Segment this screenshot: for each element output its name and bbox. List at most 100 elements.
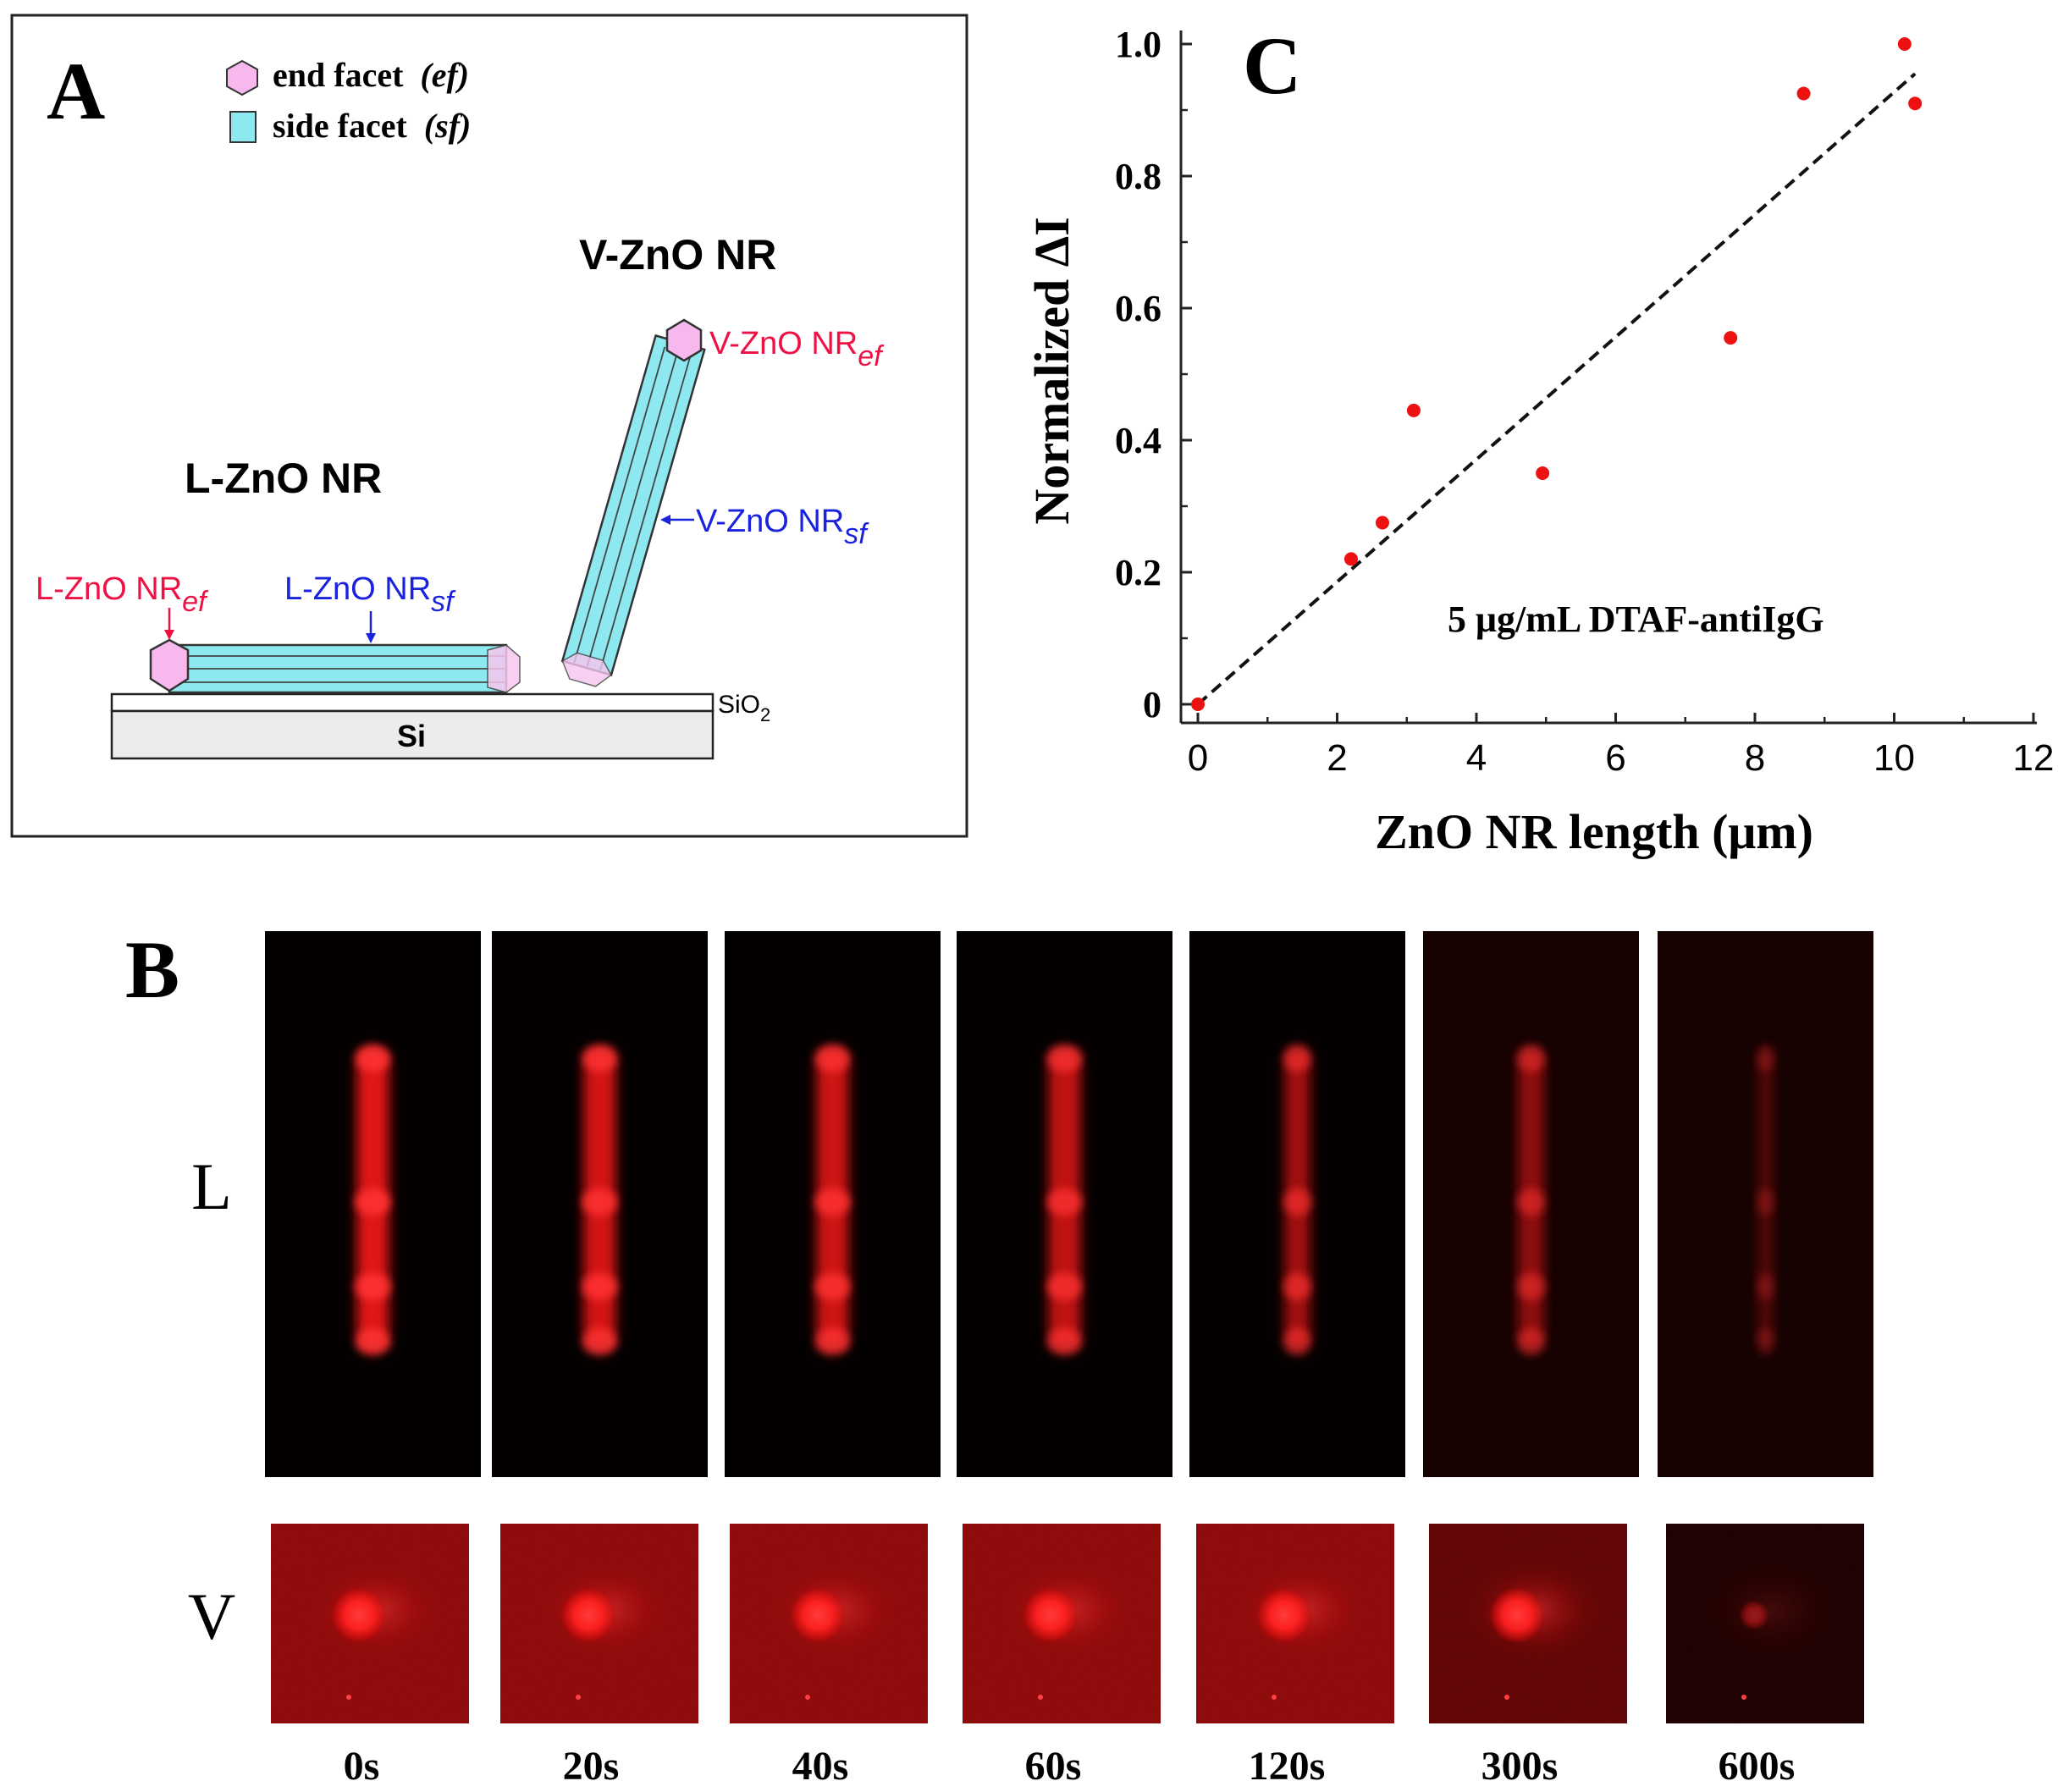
chart-annotation: 5 μg/mL DTAF-antiIgG	[1448, 598, 1824, 640]
l-ef-sub: ef	[182, 586, 209, 618]
si-label: Si	[397, 719, 426, 753]
v-zno-title: V-ZnO NR	[579, 231, 776, 278]
v-ef-label: V-ZnO NR	[709, 326, 858, 361]
l-bright-spot	[355, 1045, 391, 1072]
time-label-40s: 40s	[792, 1744, 849, 1789]
v-ef-sub: ef	[858, 340, 885, 372]
l-bright-spot	[582, 1188, 618, 1216]
legend-end-facet: end facet (ef)	[226, 56, 469, 96]
data-point	[1724, 331, 1738, 345]
v-glow	[1703, 1561, 1839, 1659]
l-bright-spot	[1046, 1045, 1083, 1072]
v-nanorod-spot	[1739, 1600, 1769, 1630]
data-point	[1406, 403, 1421, 417]
l-bright-spot	[1757, 1188, 1774, 1216]
panel-b: B L V 0s 20s 40s 60s 120s 300s 600s	[125, 924, 1873, 1789]
v-frame-600s	[1666, 1524, 1864, 1723]
data-point	[1536, 466, 1550, 480]
v-image-row	[271, 1524, 1864, 1723]
x-tick-label: 8	[1745, 737, 1765, 779]
svg-text:L-ZnO NRsf: L-ZnO NRsf	[284, 571, 456, 618]
v-rod-end-facet	[665, 318, 703, 362]
row-v-label: V	[188, 1580, 235, 1653]
l-bright-spot	[814, 1188, 851, 1216]
data-point	[1908, 96, 1923, 111]
y-tick-label: 0.8	[1115, 156, 1161, 197]
svg-text:end facet (ef): end facet (ef)	[273, 56, 469, 94]
x-tick-label: 12	[2013, 737, 2055, 779]
v-nanorod-spot	[330, 1586, 388, 1644]
x-tick-label: 0	[1188, 737, 1208, 779]
v-frame-40s	[730, 1524, 928, 1723]
y-tick-label: 0.6	[1115, 288, 1161, 329]
v-small-dot	[346, 1695, 351, 1700]
l-frame-0s	[265, 931, 481, 1477]
legend-side-facet-abbr: (sf)	[424, 107, 472, 145]
v-frame-0s	[271, 1524, 469, 1723]
v-nanorod-spot	[1022, 1586, 1079, 1644]
l-bright-spot	[1046, 1328, 1083, 1355]
l-bright-spot	[814, 1328, 851, 1355]
l-sf-sub: sf	[431, 586, 456, 618]
data-point	[1796, 86, 1811, 101]
v-small-dot	[805, 1695, 810, 1700]
x-tick-label: 10	[1873, 737, 1915, 779]
v-sf-sub: sf	[844, 518, 869, 550]
l-bright-spot	[1283, 1188, 1311, 1216]
time-label-0s: 0s	[344, 1744, 380, 1789]
l-bright-spot	[814, 1045, 851, 1072]
svg-text:side facet (sf): side facet (sf)	[273, 107, 471, 145]
l-bright-spot	[1517, 1273, 1545, 1300]
svg-text:SiO2: SiO2	[718, 691, 770, 725]
panel-c-chart: C 0 2 4 6 8 10 12 0 0.2 0.4 0.6 0.8 1.0 5 μg/mL DTAF…	[1024, 20, 2054, 859]
y-tick-label: 0.2	[1115, 552, 1161, 593]
legend-end-facet-abbr: (ef)	[420, 56, 469, 94]
data-point	[1375, 516, 1389, 530]
hexagon-icon	[226, 59, 258, 96]
l-bright-spot	[1283, 1328, 1311, 1355]
v-frame-300s	[1429, 1524, 1627, 1723]
fit-line	[1196, 72, 1917, 706]
v-small-dot	[1272, 1695, 1277, 1700]
v-sf-label: V-ZnO NR	[696, 504, 844, 539]
si-substrate	[110, 709, 714, 760]
v-small-dot	[1741, 1695, 1746, 1700]
v-small-dot	[576, 1695, 581, 1700]
y-tick-label: 0	[1143, 684, 1161, 725]
x-tick-label: 2	[1327, 737, 1347, 779]
l-bright-spot	[814, 1273, 851, 1300]
chart-ticks: 0 2 4 6 8 10 12 0 0.2 0.4 0.6 0.8 1.0	[1115, 24, 2054, 779]
rod-icon	[229, 111, 257, 143]
l-bright-spot	[1757, 1045, 1774, 1072]
svg-text:V-ZnO NRsf: V-ZnO NRsf	[696, 504, 869, 550]
l-bright-spot	[582, 1328, 618, 1355]
time-label-60s: 60s	[1025, 1744, 1082, 1789]
l-frame-40s	[725, 931, 941, 1477]
l-frame-120s	[1189, 931, 1405, 1477]
l-frame-60s	[957, 931, 1172, 1477]
l-bright-spot	[1046, 1188, 1083, 1216]
l-bright-spot	[1283, 1045, 1311, 1072]
chart-points	[1191, 37, 1923, 711]
l-zno-title: L-ZnO NR	[185, 455, 382, 502]
v-small-dot	[1038, 1695, 1043, 1700]
l-ef-label: L-ZnO NR	[36, 571, 182, 607]
x-tick-label: 6	[1605, 737, 1625, 779]
v-nanorod-spot	[1255, 1586, 1313, 1644]
l-bright-spot	[582, 1273, 618, 1300]
y-tick-label: 1.0	[1115, 24, 1161, 65]
x-tick-label: 4	[1466, 737, 1487, 779]
v-frame-120s	[1196, 1524, 1394, 1723]
data-point	[1343, 552, 1358, 566]
l-image-row	[265, 931, 1873, 1477]
l-sf-label: L-ZnO NR	[284, 571, 431, 607]
v-nanorod-spot	[1488, 1586, 1546, 1644]
l-bright-spot	[1046, 1273, 1083, 1300]
legend-side-facet: side facet (sf)	[229, 107, 471, 145]
v-frame-60s	[963, 1524, 1161, 1723]
l-bright-spot	[355, 1273, 391, 1300]
l-bright-spot	[355, 1328, 391, 1355]
x-axis-label: ZnO NR length (μm)	[1375, 804, 1813, 859]
legend-end-facet-label: end facet	[273, 56, 404, 94]
svg-text:L-ZnO NRef: L-ZnO NRef	[36, 571, 209, 618]
